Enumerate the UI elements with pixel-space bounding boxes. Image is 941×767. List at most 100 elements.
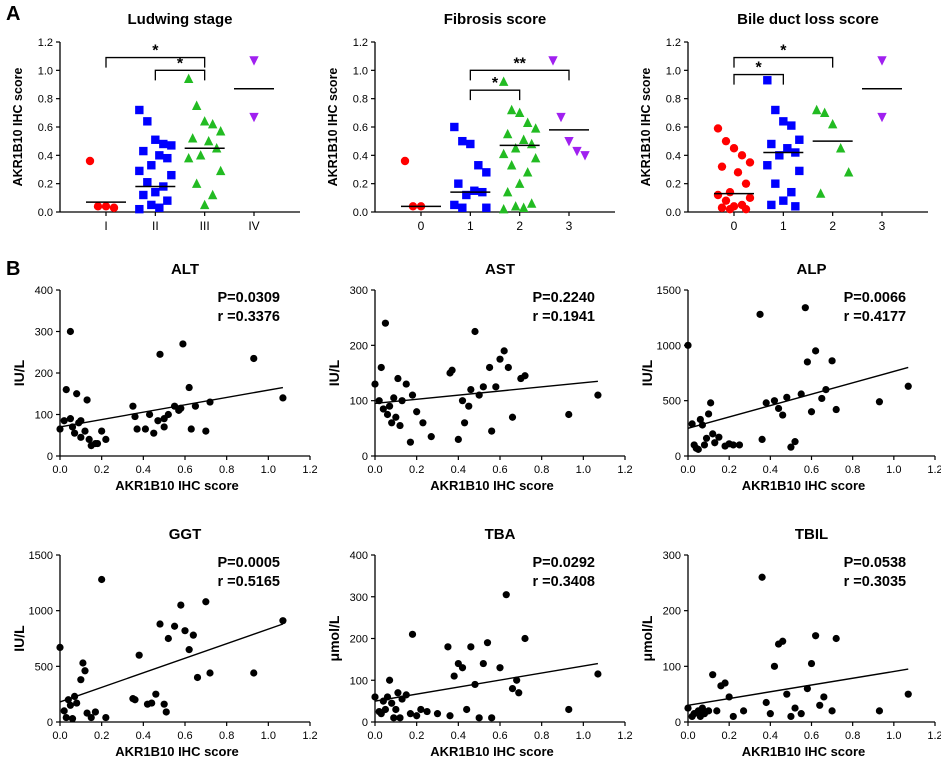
data-point bbox=[155, 151, 164, 160]
data-point bbox=[156, 350, 164, 358]
data-point bbox=[816, 701, 824, 709]
data-point bbox=[812, 347, 820, 355]
data-point bbox=[85, 156, 95, 166]
x-category-label: 2 bbox=[516, 219, 523, 233]
significance-label: * bbox=[756, 60, 763, 77]
data-point bbox=[702, 434, 711, 442]
data-point bbox=[400, 156, 410, 166]
data-point bbox=[62, 386, 70, 394]
data-point bbox=[392, 705, 400, 714]
data-point bbox=[498, 76, 509, 86]
data-point bbox=[73, 390, 81, 398]
data-point bbox=[904, 690, 912, 698]
data-point bbox=[83, 396, 91, 404]
data-point bbox=[482, 203, 491, 212]
data-point bbox=[135, 651, 143, 659]
y-tick-label: 0.4 bbox=[38, 150, 53, 162]
x-tick-label: 0.0 bbox=[680, 730, 695, 742]
data-point bbox=[530, 123, 541, 133]
data-point bbox=[818, 394, 826, 403]
data-point bbox=[564, 136, 574, 147]
x-tick-label: 1.0 bbox=[261, 464, 276, 476]
data-point bbox=[279, 394, 287, 402]
data-point bbox=[458, 397, 467, 405]
y-tick-label: 400 bbox=[35, 285, 53, 297]
data-point bbox=[733, 168, 743, 177]
data-point bbox=[767, 200, 776, 210]
chart-alp: ALP 0 500 1000 1500 IU/L 0.0 0.2 0.4 0.6 0.8 1.0 1.2… bbox=[639, 261, 941, 493]
data-point bbox=[388, 699, 396, 707]
data-point bbox=[488, 427, 496, 435]
chart-tbil: TBIL 0 100 200 300 μmol/L 0.0 0.2 0.4 0.6 0.8 1.0 1.… bbox=[639, 526, 941, 759]
data-point bbox=[167, 170, 176, 180]
y-tick-label: 1000 bbox=[29, 606, 53, 618]
x-tick-label: 0.4 bbox=[136, 464, 151, 476]
y-tick-label: 0 bbox=[362, 451, 368, 463]
data-point bbox=[199, 199, 210, 210]
data-point bbox=[475, 714, 483, 722]
data-point bbox=[102, 713, 110, 722]
chart-title: Ludwing stage bbox=[128, 11, 233, 28]
data-point bbox=[406, 438, 415, 446]
data-point bbox=[91, 708, 100, 716]
chart-alt: ALT 0 100 200 300 400 IU/L 0.0 0.2 0.4 0.6 0.8 1.0 1.… bbox=[11, 261, 318, 493]
y-tick-label: 200 bbox=[350, 340, 368, 352]
data-point bbox=[133, 425, 141, 433]
x-category-label: 0 bbox=[418, 219, 425, 233]
y-tick-label: 200 bbox=[35, 368, 53, 380]
data-point bbox=[151, 187, 160, 197]
data-point bbox=[775, 151, 784, 160]
data-point bbox=[143, 178, 152, 187]
data-point bbox=[93, 202, 103, 211]
y-tick-label: 1.2 bbox=[353, 37, 368, 49]
data-point bbox=[779, 196, 788, 205]
x-tick-label: 0.2 bbox=[94, 730, 109, 742]
data-point bbox=[191, 402, 200, 410]
data-point bbox=[565, 410, 573, 419]
x-tick-label: 0.2 bbox=[409, 464, 424, 476]
data-point bbox=[779, 637, 787, 645]
data-point bbox=[394, 689, 402, 697]
data-point bbox=[467, 386, 475, 394]
y-tick-label: 1.0 bbox=[666, 65, 681, 77]
x-tick-label: 0.2 bbox=[722, 464, 737, 476]
data-point bbox=[696, 415, 704, 424]
p-value-label: P=0.0309 bbox=[218, 290, 281, 306]
data-point bbox=[526, 198, 537, 208]
y-tick-label: 1.2 bbox=[38, 37, 53, 49]
data-point bbox=[160, 700, 168, 708]
x-tick-label: 0.2 bbox=[722, 730, 737, 742]
data-point bbox=[450, 122, 459, 132]
data-point bbox=[513, 676, 521, 684]
data-point bbox=[684, 704, 692, 712]
y-axis-label: IU/L bbox=[11, 359, 27, 386]
x-tick-label: 1.0 bbox=[886, 730, 901, 742]
significance-label: ** bbox=[513, 55, 526, 72]
x-tick-label: 0.6 bbox=[804, 464, 819, 476]
data-point bbox=[79, 659, 87, 667]
data-point bbox=[735, 441, 744, 449]
data-point bbox=[707, 399, 715, 407]
data-point bbox=[502, 128, 513, 139]
data-point bbox=[185, 383, 193, 392]
data-point bbox=[413, 408, 421, 416]
r-value-label: r =0.3035 bbox=[844, 574, 907, 590]
x-axis-label: AKR1B10 IHC score bbox=[430, 744, 554, 759]
y-tick-label: 0.8 bbox=[353, 94, 368, 106]
x-tick-label: 1.2 bbox=[302, 730, 317, 742]
y-tick-label: 0.0 bbox=[353, 207, 368, 219]
x-tick-label: 1.0 bbox=[886, 464, 901, 476]
data-point bbox=[488, 714, 496, 722]
y-tick-label: 0 bbox=[675, 717, 681, 729]
data-point bbox=[203, 135, 214, 146]
chart-title: Fibrosis score bbox=[444, 11, 547, 28]
data-point bbox=[135, 204, 144, 214]
data-point bbox=[466, 139, 475, 149]
data-point bbox=[181, 627, 189, 635]
y-tick-label: 0.4 bbox=[666, 150, 681, 162]
data-point bbox=[904, 382, 912, 390]
data-point bbox=[832, 405, 840, 414]
data-point bbox=[819, 107, 830, 118]
p-value-label: P=0.0066 bbox=[844, 290, 907, 306]
data-point bbox=[450, 200, 459, 210]
